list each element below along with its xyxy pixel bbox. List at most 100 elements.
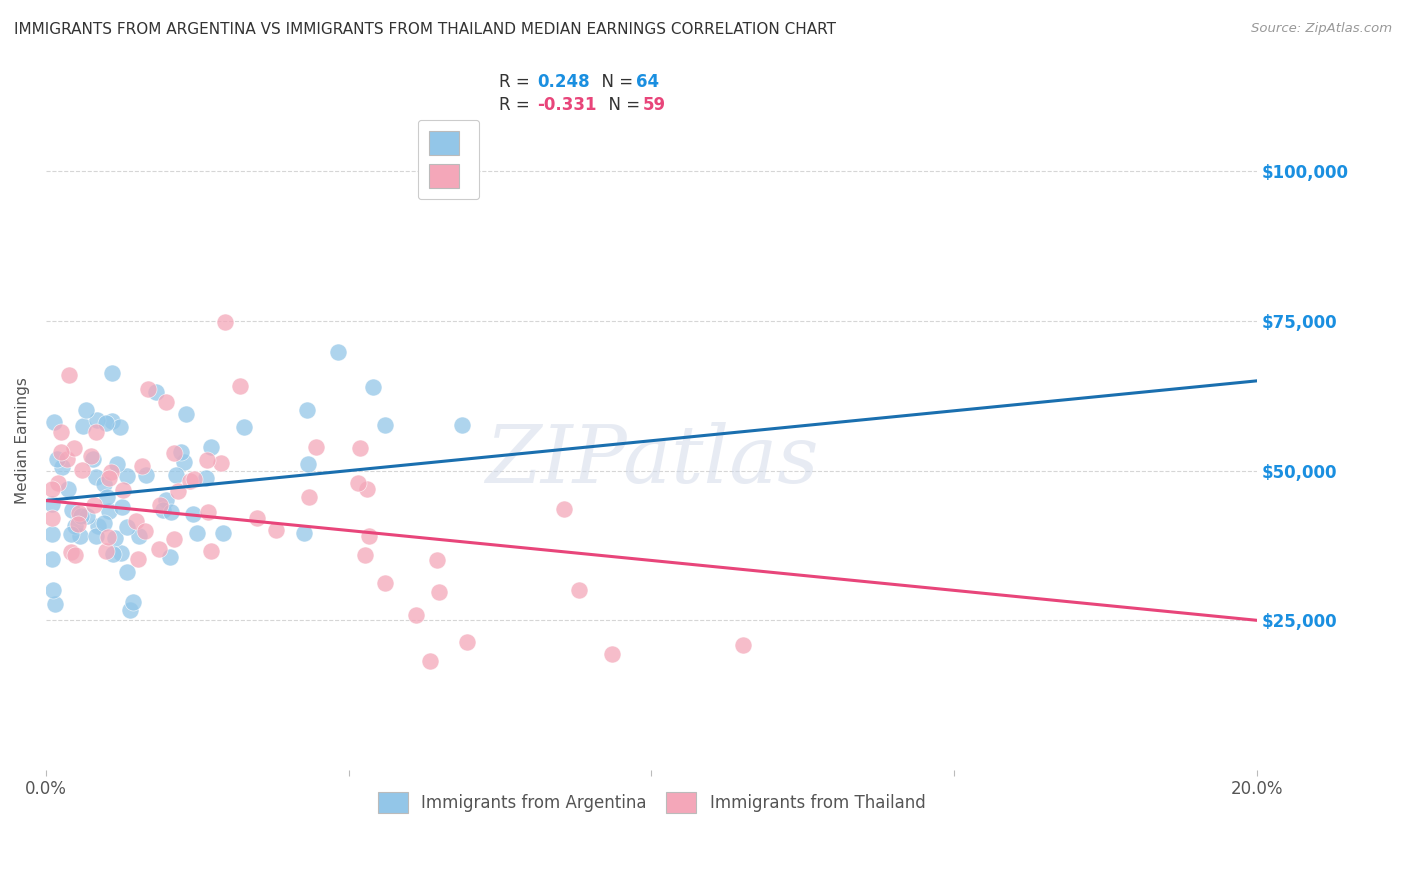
Legend: Immigrants from Argentina, Immigrants from Thailand: Immigrants from Argentina, Immigrants fr… [370,784,934,821]
Point [62,441,84,455]
Point [56,482,79,496]
Point [120,603,142,617]
Point [186,526,208,541]
Text: R =: R = [499,96,536,114]
Point [298,490,321,504]
Point [553,502,575,516]
Point [568,583,591,598]
Point [179,474,201,488]
Point [155,493,177,508]
Point [163,533,186,547]
Point [70,463,93,477]
Point [374,417,396,432]
Point [67,506,90,520]
Point [115,469,138,483]
Point [96,544,118,558]
Point [426,553,449,567]
Point [86,413,108,427]
Point [349,441,371,455]
Text: R =: R = [499,73,536,91]
Point [173,455,195,469]
Point [93,516,115,531]
Point [169,445,191,459]
Text: IMMIGRANTS FROM ARGENTINA VS IMMIGRANTS FROM THAILAND MEDIAN EARNINGS CORRELATIO: IMMIGRANTS FROM ARGENTINA VS IMMIGRANTS … [14,22,837,37]
Point [165,468,187,483]
Point [100,367,122,381]
Point [111,500,134,515]
Point [136,382,159,396]
Point [264,523,287,537]
Point [80,449,103,463]
Point [75,403,97,417]
Point [104,531,127,545]
Point [292,525,315,540]
Point [76,508,98,523]
Point [128,529,150,543]
Point [405,607,427,622]
Point [167,484,190,499]
Point [59,526,82,541]
Point [100,414,122,428]
Point [41,497,63,511]
Point [159,549,181,564]
Point [305,440,328,454]
Point [419,654,441,668]
Point [60,545,83,559]
Point [200,440,222,454]
Text: 64: 64 [636,73,658,91]
Point [112,483,135,497]
Point [127,551,149,566]
Point [229,379,252,393]
Point [108,420,131,434]
Point [121,594,143,608]
Point [97,530,120,544]
Point [163,445,186,459]
Point [427,585,450,599]
Text: -0.331: -0.331 [537,96,596,114]
Point [93,477,115,491]
Point [245,510,267,524]
Point [56,452,79,467]
Point [134,524,156,538]
Point [49,425,72,439]
Point [72,418,94,433]
Point [41,552,63,566]
Point [155,395,177,409]
Point [44,597,66,611]
Point [94,417,117,431]
Point [46,475,69,490]
Point [84,425,107,440]
Point [41,527,63,541]
Point [135,468,157,483]
Point [359,528,381,542]
Point [105,457,128,471]
Point [84,470,107,484]
Point [297,458,319,472]
Point [214,315,236,329]
Point [63,519,86,533]
Point [58,368,80,383]
Point [63,548,86,562]
Point [82,452,104,467]
Text: ZIPatlas: ZIPatlas [485,422,818,500]
Point [60,502,83,516]
Point [160,505,183,519]
Point [149,498,172,512]
Point [125,514,148,528]
Text: N =: N = [598,96,645,114]
Point [115,565,138,579]
Point [183,472,205,486]
Text: 59: 59 [643,96,665,114]
Point [115,520,138,534]
Point [148,541,170,556]
Point [200,544,222,558]
Point [87,518,110,533]
Point [49,444,72,458]
Point [326,345,349,359]
Point [197,505,219,519]
Point [110,546,132,560]
Point [152,502,174,516]
Point [86,529,108,543]
Point [41,482,63,496]
Point [361,380,384,394]
